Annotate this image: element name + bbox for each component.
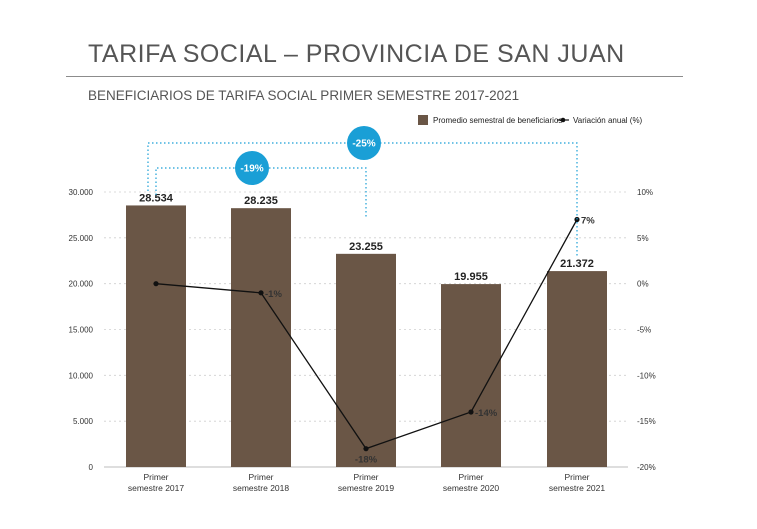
left-axis-tick-label: 0 <box>89 463 94 472</box>
category-label: Primer <box>143 472 168 482</box>
category-label: semestre 2017 <box>128 483 184 493</box>
right-axis-tick-label: 0% <box>637 280 649 289</box>
legend-bar-label: Promedio semestral de beneficiarios <box>433 116 562 125</box>
annotation-label: -25% <box>352 139 375 150</box>
bar <box>336 253 396 467</box>
bar <box>231 208 291 467</box>
left-axis-tick-label: 5.000 <box>73 417 94 426</box>
comparison-bracket <box>147 142 578 258</box>
title-divider <box>66 76 683 77</box>
legend-line-label: Variación anual (%) <box>573 116 643 125</box>
line-value-label: -18% <box>355 455 378 466</box>
legend-bar-swatch <box>418 115 428 125</box>
category-label: Primer <box>458 472 483 482</box>
line-point <box>468 409 474 415</box>
chart-subtitle: BENEFICIARIOS DE TARIFA SOCIAL PRIMER SE… <box>88 88 520 103</box>
category-label: semestre 2018 <box>233 483 289 493</box>
bar-value-label: 19.955 <box>454 271 488 283</box>
line-point <box>258 290 264 296</box>
line-value-label: -14% <box>475 408 498 419</box>
category-label: Primer <box>353 472 378 482</box>
category-label: semestre 2020 <box>443 483 499 493</box>
right-axis-tick-label: -15% <box>637 417 656 426</box>
page-title: TARIFA SOCIAL – PROVINCIA DE SAN JUAN <box>88 40 625 68</box>
bar-value-label: 28.235 <box>244 195 278 207</box>
line-point <box>153 281 159 287</box>
left-axis-tick-label: 10.000 <box>69 371 94 380</box>
annotation-label: -19% <box>240 164 263 175</box>
line-point <box>363 446 369 452</box>
bar-value-label: 23.255 <box>349 241 383 253</box>
right-axis-tick-label: -5% <box>637 326 651 335</box>
category-label: semestre 2019 <box>338 483 394 493</box>
right-axis-tick-label: -20% <box>637 463 656 472</box>
left-axis-tick-label: 25.000 <box>69 234 94 243</box>
right-axis-tick-label: 5% <box>637 234 649 243</box>
legend-line-marker <box>560 117 566 123</box>
category-label: Primer <box>564 472 589 482</box>
bar-value-label: 21.372 <box>560 258 594 270</box>
right-axis-tick-label: 10% <box>637 188 653 197</box>
annotation-bubble <box>235 151 269 185</box>
left-axis-tick-label: 30.000 <box>69 188 94 197</box>
category-label: Primer <box>248 472 273 482</box>
bar <box>126 205 186 467</box>
bar <box>547 271 607 467</box>
left-axis-tick-label: 15.000 <box>69 326 94 335</box>
left-axis-tick-label: 20.000 <box>69 280 94 289</box>
category-label: semestre 2021 <box>549 483 605 493</box>
bar-value-label: 28.534 <box>139 192 174 204</box>
line-value-label: -1% <box>265 289 282 300</box>
bar <box>441 284 501 467</box>
annotation-bubble <box>347 126 381 160</box>
right-axis-tick-label: -10% <box>637 371 656 380</box>
line-value-label: 7% <box>581 216 595 227</box>
